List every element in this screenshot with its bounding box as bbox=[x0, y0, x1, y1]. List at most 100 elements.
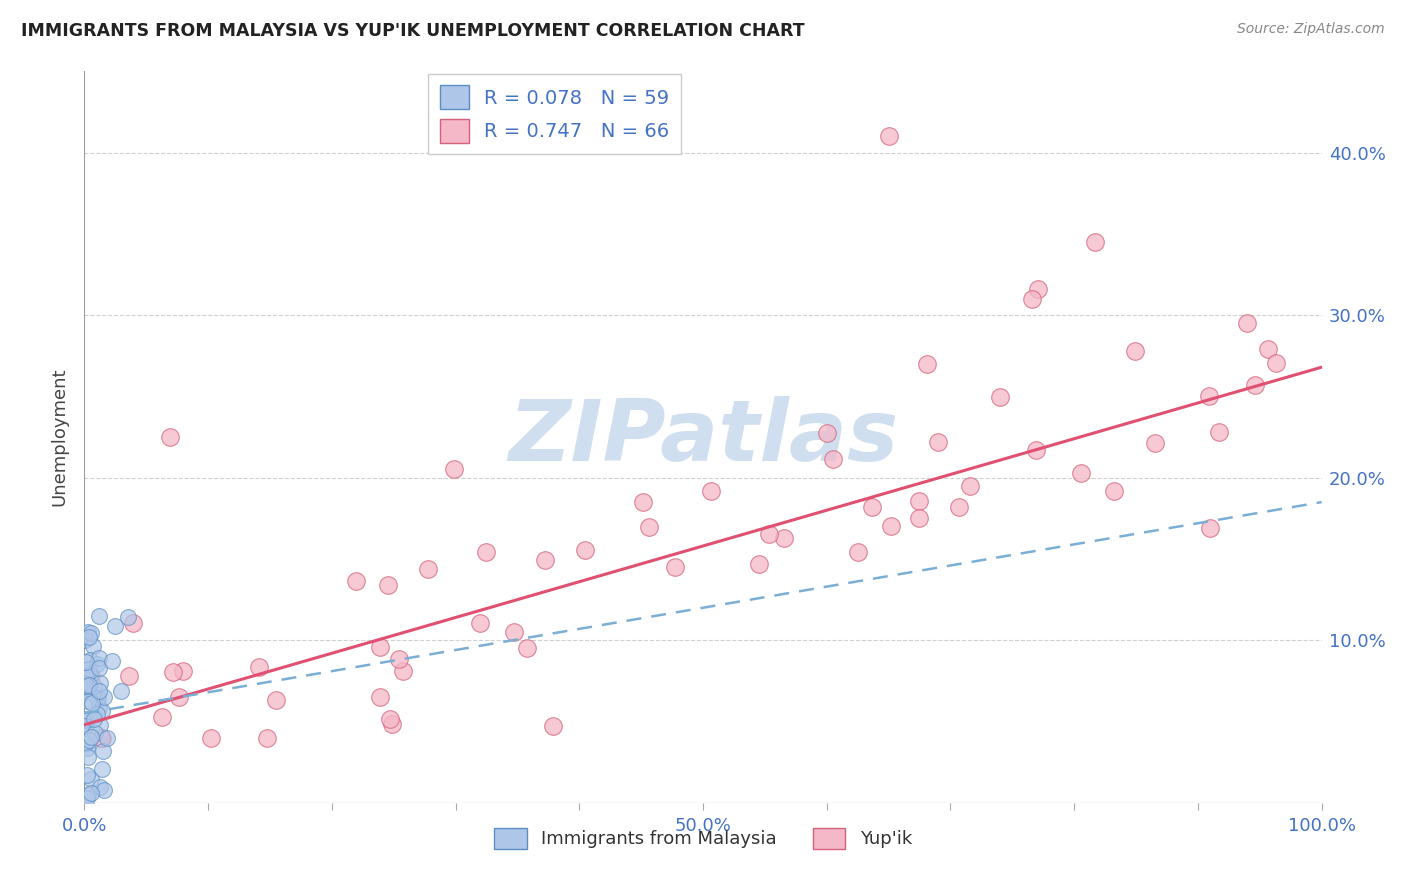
Point bbox=[959, 478, 981, 492]
Point bbox=[117, 610, 139, 624]
Point bbox=[87, 700, 110, 714]
Point bbox=[1084, 235, 1107, 249]
Point bbox=[516, 640, 538, 655]
Point bbox=[1021, 292, 1043, 306]
Point bbox=[468, 616, 491, 631]
Point bbox=[118, 669, 141, 683]
Point bbox=[862, 500, 884, 514]
Point bbox=[91, 744, 114, 758]
Point bbox=[90, 731, 112, 745]
Point bbox=[256, 731, 278, 745]
Point bbox=[879, 518, 901, 533]
Point bbox=[76, 679, 98, 693]
Point bbox=[79, 669, 101, 683]
Point bbox=[77, 630, 100, 644]
Point bbox=[418, 562, 440, 576]
Point bbox=[77, 662, 100, 676]
Point bbox=[877, 129, 900, 144]
Point bbox=[96, 731, 118, 745]
Point bbox=[89, 718, 111, 732]
Point bbox=[80, 772, 103, 786]
Point bbox=[100, 654, 122, 668]
Point bbox=[73, 721, 96, 735]
Point bbox=[87, 651, 110, 665]
Point bbox=[927, 435, 949, 450]
Point bbox=[110, 684, 132, 698]
Point bbox=[1070, 466, 1092, 480]
Point bbox=[1102, 483, 1125, 498]
Point bbox=[73, 677, 96, 691]
Point bbox=[159, 430, 181, 444]
Point bbox=[93, 690, 115, 704]
Point bbox=[637, 520, 659, 534]
Point bbox=[264, 693, 287, 707]
Point bbox=[378, 713, 401, 727]
Point bbox=[392, 665, 415, 679]
Point bbox=[368, 640, 391, 654]
Point bbox=[83, 679, 105, 693]
Point bbox=[821, 451, 844, 466]
Point bbox=[82, 640, 104, 654]
Point bbox=[948, 500, 970, 514]
Point bbox=[908, 511, 931, 525]
Point bbox=[368, 690, 391, 704]
Point bbox=[200, 731, 222, 745]
Point bbox=[443, 462, 465, 476]
Point bbox=[150, 709, 173, 723]
Point bbox=[773, 532, 796, 546]
Point bbox=[1208, 425, 1230, 439]
Point bbox=[1244, 377, 1267, 392]
Point bbox=[1236, 316, 1258, 330]
Point bbox=[79, 653, 101, 667]
Point bbox=[77, 694, 100, 708]
Point bbox=[93, 782, 115, 797]
Point bbox=[77, 625, 100, 640]
Point bbox=[1264, 356, 1286, 370]
Point bbox=[73, 683, 96, 698]
Point bbox=[86, 690, 108, 705]
Point bbox=[76, 681, 98, 696]
Point bbox=[908, 494, 931, 508]
Point bbox=[167, 690, 190, 705]
Point bbox=[76, 768, 98, 782]
Point bbox=[89, 676, 111, 690]
Point bbox=[75, 656, 97, 670]
Point bbox=[77, 685, 100, 699]
Point bbox=[104, 619, 127, 633]
Point bbox=[534, 553, 557, 567]
Point bbox=[86, 657, 108, 671]
Point bbox=[77, 733, 100, 747]
Point bbox=[80, 697, 103, 711]
Text: Source: ZipAtlas.com: Source: ZipAtlas.com bbox=[1237, 22, 1385, 37]
Point bbox=[79, 668, 101, 682]
Point bbox=[162, 665, 184, 679]
Point bbox=[73, 633, 96, 648]
Point bbox=[631, 495, 654, 509]
Legend: R = 0.078   N = 59, R = 0.747   N = 66: R = 0.078 N = 59, R = 0.747 N = 66 bbox=[427, 74, 681, 154]
Point bbox=[89, 780, 111, 794]
Point bbox=[83, 726, 105, 740]
Point bbox=[1257, 343, 1279, 357]
Point bbox=[79, 669, 101, 683]
Text: ZIPatlas: ZIPatlas bbox=[508, 395, 898, 479]
Point bbox=[1123, 344, 1146, 359]
Point bbox=[83, 712, 105, 726]
Point bbox=[122, 615, 145, 630]
Point bbox=[388, 652, 411, 666]
Point bbox=[344, 574, 367, 588]
Point bbox=[90, 704, 112, 718]
Point bbox=[541, 719, 564, 733]
Point bbox=[990, 390, 1012, 404]
Point bbox=[89, 683, 111, 698]
Point bbox=[77, 678, 100, 692]
Point bbox=[503, 624, 526, 639]
Point bbox=[77, 662, 100, 676]
Point bbox=[80, 626, 103, 640]
Point bbox=[1025, 442, 1047, 457]
Point bbox=[815, 425, 838, 440]
Point bbox=[1198, 389, 1220, 403]
Point bbox=[75, 712, 97, 726]
Point bbox=[475, 545, 498, 559]
Point bbox=[89, 661, 111, 675]
Point bbox=[82, 686, 104, 700]
